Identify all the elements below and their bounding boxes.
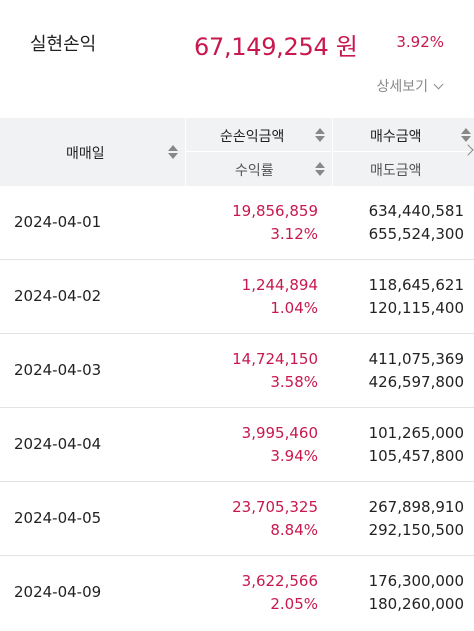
trade-date: 2024-04-03	[14, 361, 102, 379]
net-profit-value: 3,622,566	[241, 572, 318, 590]
realized-pnl-amount: 67,149,254 원	[194, 33, 358, 61]
return-rate-value: 3.58%	[270, 373, 318, 391]
chevron-down-icon	[433, 79, 444, 89]
net-profit-value: 3,995,460	[241, 424, 318, 442]
trade-date: 2024-04-05	[14, 509, 102, 527]
return-rate-header-label: 수익률	[235, 163, 274, 179]
return-rate-value: 8.84%	[270, 521, 318, 539]
sort-by-buy-amount-header[interactable]: 매수금액	[333, 118, 474, 152]
buy-amount-value: 411,075,369	[368, 350, 464, 368]
net-profit-value: 19,856,859	[232, 202, 318, 220]
sell-amount-value: 426,597,800	[368, 373, 464, 391]
trade-date: 2024-04-01	[14, 213, 102, 231]
realized-pnl-rate: 3.92%	[396, 33, 444, 51]
net-profit-value: 23,705,325	[232, 498, 318, 516]
table-row[interactable]: 2024-04-05 23,705,325 8.84% 267,898,910 …	[0, 482, 474, 556]
realized-pnl-label: 실현손익	[30, 34, 97, 55]
sell-amount-value: 655,524,300	[368, 225, 464, 243]
buy-amount-value: 267,898,910	[368, 498, 464, 516]
net-profit-value: 1,244,894	[241, 276, 318, 294]
net-profit-value: 14,724,150	[232, 350, 318, 368]
sort-icon	[461, 127, 471, 143]
realized-pnl-summary: 실현손익 67,149,254 원 3.92% 상세보기	[0, 0, 474, 118]
sort-by-sell-amount-header[interactable]: 매도금액	[333, 152, 474, 186]
return-rate-value: 1.04%	[270, 299, 318, 317]
return-rate-value: 2.05%	[270, 595, 318, 613]
buy-amount-value: 634,440,581	[368, 202, 464, 220]
sort-by-date-header[interactable]: 매매일	[0, 118, 184, 186]
sell-amount-value: 292,150,500	[368, 521, 464, 539]
net-profit-header-label: 순손익금액	[220, 129, 285, 145]
table-header: 매매일 순손익금액 수익률 매수금액 매도금액	[0, 118, 474, 186]
table-row[interactable]: 2024-04-04 3,995,460 3.94% 101,265,000 1…	[0, 408, 474, 482]
trade-column-header: 매수금액 매도금액	[332, 118, 474, 186]
table-row[interactable]: 2024-04-03 14,724,150 3.58% 411,075,369 …	[0, 334, 474, 408]
sort-icon	[168, 144, 178, 160]
table-row[interactable]: 2024-04-02 1,244,894 1.04% 118,645,621 1…	[0, 260, 474, 334]
sort-icon	[315, 161, 325, 177]
sell-amount-header-label: 매도금액	[370, 163, 422, 179]
detail-view-button[interactable]: 상세보기	[376, 76, 444, 96]
trade-table-body: 2024-04-01 19,856,859 3.12% 634,440,581 …	[0, 186, 474, 630]
return-rate-value: 3.94%	[270, 447, 318, 465]
sort-icon	[315, 127, 325, 143]
profit-column-header: 순손익금액 수익률	[185, 118, 331, 186]
table-row[interactable]: 2024-04-01 19,856,859 3.12% 634,440,581 …	[0, 186, 474, 260]
sell-amount-value: 180,260,000	[368, 595, 464, 613]
trade-date: 2024-04-04	[14, 435, 102, 453]
buy-amount-header-label: 매수금액	[370, 129, 422, 145]
sort-by-return-rate-header[interactable]: 수익률	[186, 152, 331, 186]
buy-amount-value: 118,645,621	[368, 276, 464, 294]
sell-amount-value: 105,457,800	[368, 447, 464, 465]
buy-amount-value: 176,300,000	[368, 572, 464, 590]
sell-amount-value: 120,115,400	[368, 299, 464, 317]
table-row[interactable]: 2024-04-09 3,622,566 2.05% 176,300,000 1…	[0, 556, 474, 630]
sort-by-net-profit-header[interactable]: 순손익금액	[186, 118, 331, 152]
return-rate-value: 3.12%	[270, 225, 318, 243]
trade-date: 2024-04-02	[14, 287, 102, 305]
buy-amount-value: 101,265,000	[368, 424, 464, 442]
date-header-label: 매매일	[66, 146, 105, 162]
detail-view-label: 상세보기	[376, 79, 428, 95]
trade-date: 2024-04-09	[14, 583, 102, 601]
